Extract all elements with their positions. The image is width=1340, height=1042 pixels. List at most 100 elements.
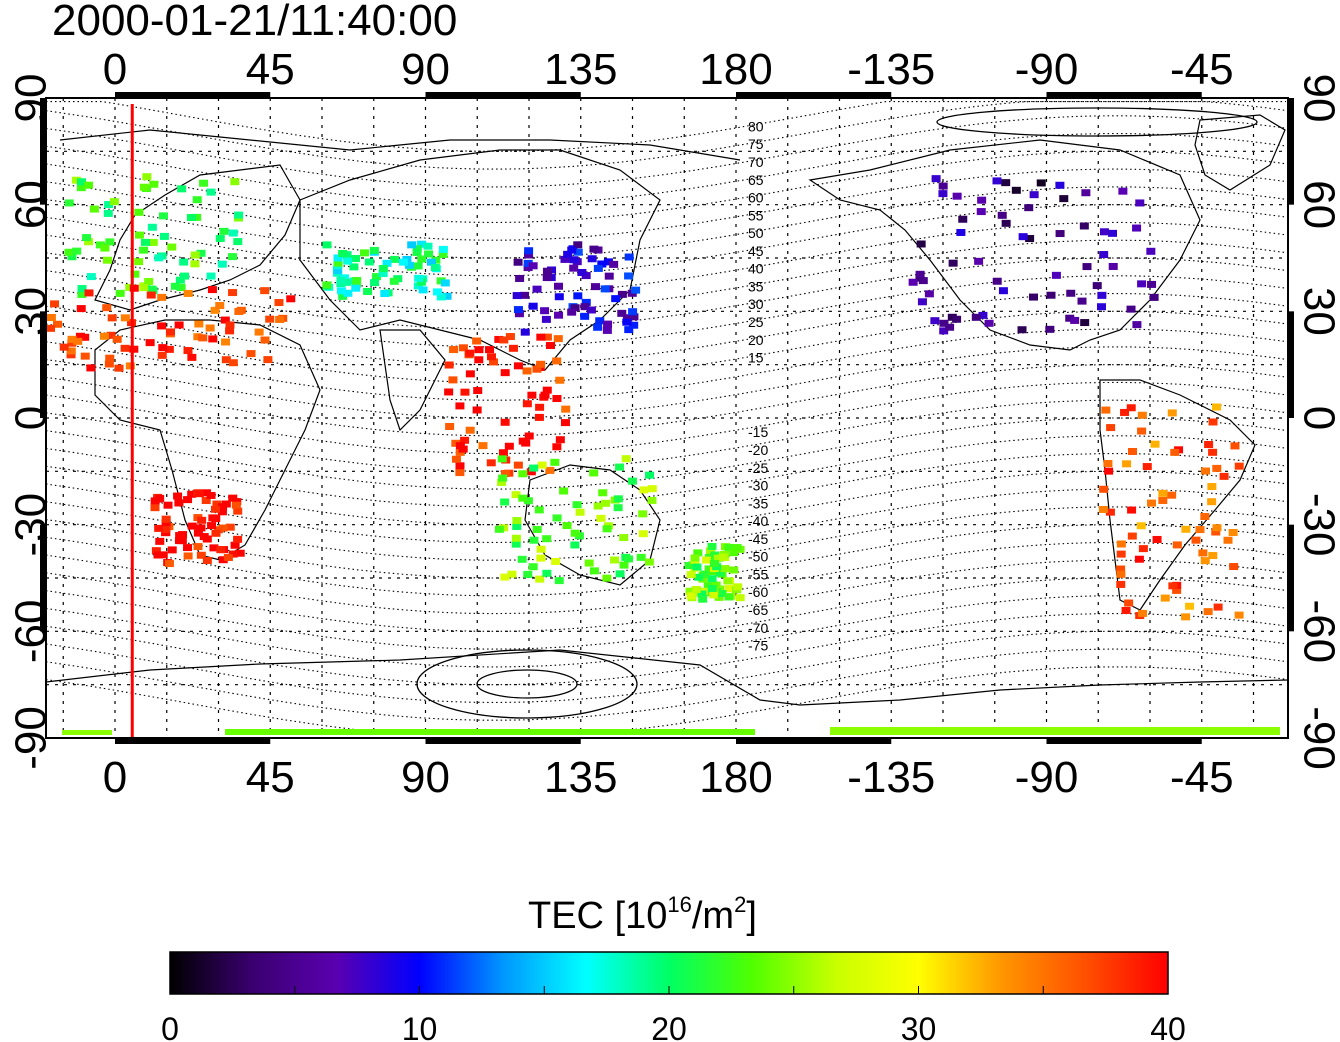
tec-cell [474, 346, 484, 354]
europe-outline [94, 164, 301, 311]
tec-cell [223, 553, 233, 561]
tec-cell [1036, 179, 1046, 187]
tec-cell [511, 491, 521, 499]
tec-cell [77, 285, 87, 293]
contour-label-north: 35 [748, 278, 764, 294]
tec-cell [215, 234, 225, 242]
tec-cell [499, 336, 509, 344]
contour-labels: 8075706560555045403530252015-15-20-25-30… [748, 118, 768, 653]
tec-cell [540, 307, 550, 315]
tec-cell [349, 263, 359, 271]
tec-cell [338, 292, 348, 300]
tec-cell [554, 311, 564, 319]
tec-cell [197, 516, 207, 524]
tec-cell [523, 259, 533, 267]
tec-cell [67, 335, 77, 343]
tec-cell [173, 492, 183, 500]
tec-cell [528, 302, 538, 310]
tec-cell [364, 258, 374, 266]
tec-cell [254, 328, 264, 336]
left-latitude-label: -60 [7, 600, 56, 664]
tec-cell [554, 282, 564, 290]
tec-cell [382, 259, 392, 267]
tec-cell [209, 544, 219, 552]
tec-cell [106, 331, 116, 339]
tec-cell [560, 419, 570, 427]
tec-cell [342, 278, 352, 286]
tec-cell [73, 337, 83, 345]
tec-cell [500, 369, 510, 377]
tec-cell [998, 287, 1008, 295]
tec-cell [709, 559, 719, 567]
tec-cell [570, 304, 580, 312]
frame-bar-bottom [736, 738, 892, 744]
africa-outline [94, 319, 321, 561]
tec-cell [1051, 271, 1061, 279]
tec-cell [1150, 440, 1160, 448]
contour-label-north: 20 [748, 332, 764, 348]
tec-cell [432, 288, 442, 296]
tec-cell [930, 317, 940, 325]
tec-cell [157, 293, 167, 301]
tec-cell [183, 496, 193, 504]
tec-cell [193, 333, 203, 341]
tec-cell [159, 232, 169, 240]
tec-cell [700, 570, 710, 578]
tec-cell [1170, 448, 1180, 456]
tec-cell [451, 439, 461, 447]
bottom-longitude-label: -135 [847, 753, 935, 802]
tec-cell [1234, 462, 1244, 470]
tec-cell [915, 270, 925, 278]
tec-cell [1211, 528, 1221, 536]
tec-cell [154, 524, 164, 532]
tec-cell [570, 529, 580, 537]
tec-cell [1001, 179, 1011, 187]
tec-cell [948, 259, 958, 267]
tec-cell [275, 315, 285, 323]
map-axis-labels: 0 45 90 135 180 -135 -90 -45 0 45 90 135 180 -135 -90 -… [7, 45, 1340, 802]
tec-cell [147, 223, 157, 231]
tec-cell [449, 346, 459, 354]
tec-cell [515, 274, 525, 282]
tec-cell [66, 351, 76, 359]
south-pole-contour-outer [416, 649, 638, 719]
tec-cell [472, 406, 482, 414]
tec-cell [624, 253, 634, 261]
right-latitude-label: 30 [1294, 287, 1340, 336]
tec-cell [352, 276, 362, 284]
tec-cell [80, 352, 90, 360]
tec-cell [611, 295, 621, 303]
tec-cell [1228, 528, 1238, 536]
bottom-longitude-label: -45 [1170, 753, 1234, 802]
tec-cell [1213, 603, 1223, 611]
tec-cell [193, 543, 203, 551]
tec-cell [1045, 325, 1055, 333]
contour-label-south: -75 [748, 638, 768, 654]
tec-cell [513, 258, 523, 266]
tec-cell [1212, 464, 1222, 472]
tec-cell [952, 315, 962, 323]
colorbar-title: TEC [1016/m2] [528, 892, 757, 937]
tec-cell [535, 403, 545, 411]
tec-cell [1181, 613, 1191, 621]
tec-cell [601, 499, 611, 507]
tec-cell [1172, 586, 1182, 594]
tec-cell [1018, 233, 1028, 241]
tec-cell [497, 478, 507, 486]
tec-cell [333, 259, 343, 267]
tec-cell [129, 345, 139, 353]
tec-cell [194, 490, 204, 498]
tec-cell [555, 436, 565, 444]
tec-cell [1124, 599, 1134, 607]
tec-cell [1099, 251, 1109, 259]
tec-cell [593, 502, 603, 510]
tec-cell [520, 291, 530, 299]
tec-cell [1126, 305, 1136, 313]
tec-cell [527, 391, 537, 399]
tec-band [830, 727, 1280, 735]
tec-cell [602, 525, 612, 533]
tec-cell [512, 517, 522, 525]
tec-cell [513, 461, 523, 469]
tec-cell [412, 249, 422, 257]
tec-cell [80, 333, 90, 341]
